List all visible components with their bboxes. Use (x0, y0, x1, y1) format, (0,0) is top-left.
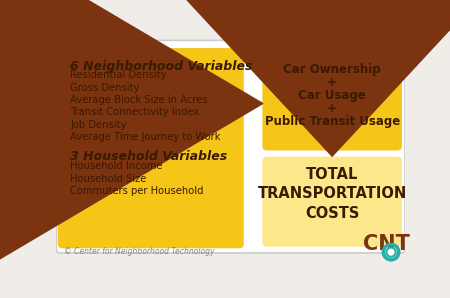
Text: Average Time Journey to Work: Average Time Journey to Work (70, 132, 220, 142)
Text: Public Transit Usage: Public Transit Usage (265, 115, 400, 128)
Text: Car Ownership: Car Ownership (284, 63, 381, 76)
Text: Job Density: Job Density (70, 120, 126, 130)
FancyBboxPatch shape (56, 41, 405, 253)
Text: © Center for Neighborhood Technology: © Center for Neighborhood Technology (64, 247, 215, 256)
Text: +: + (327, 102, 337, 115)
Text: Household Income: Household Income (70, 161, 163, 171)
Text: 3 Household Variables: 3 Household Variables (70, 150, 227, 164)
Text: CNT: CNT (363, 235, 410, 254)
Text: Household Size: Household Size (70, 174, 147, 184)
Text: 6 Neighborhood Variables: 6 Neighborhood Variables (70, 60, 253, 73)
FancyBboxPatch shape (262, 157, 402, 247)
Text: Gross Density: Gross Density (70, 83, 140, 93)
Text: Average Block Size in Acres: Average Block Size in Acres (70, 95, 208, 105)
FancyBboxPatch shape (262, 53, 402, 150)
Text: +: + (327, 76, 337, 89)
Text: TOTAL
TRANSPORTATION
COSTS: TOTAL TRANSPORTATION COSTS (257, 167, 407, 221)
Text: Car Usage: Car Usage (298, 89, 366, 102)
Text: Residential Density: Residential Density (70, 70, 166, 80)
Circle shape (387, 248, 396, 257)
FancyBboxPatch shape (58, 48, 244, 248)
Text: Transit Connectivity Index: Transit Connectivity Index (70, 107, 199, 117)
Text: Commuters per Household: Commuters per Household (70, 186, 204, 196)
